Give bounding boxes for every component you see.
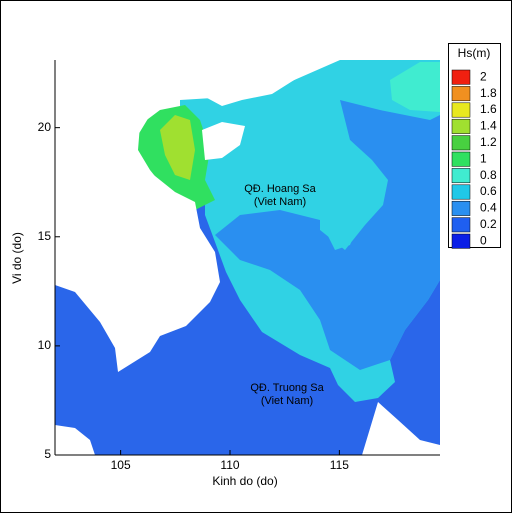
- colorbar-swatch: [451, 118, 471, 134]
- colorbar-swatch: [451, 200, 471, 216]
- field-cyan-core: [320, 140, 388, 250]
- colorbar-label: 1.2: [480, 135, 497, 149]
- y-tick-label: 5: [44, 447, 51, 461]
- field-ne: [390, 62, 440, 112]
- colorbar-swatch: [451, 233, 471, 249]
- x-tick-label: 115: [330, 458, 349, 472]
- y-tick-label: 10: [38, 338, 52, 352]
- y-tick-label: 20: [38, 120, 52, 134]
- colorbar-label: 0: [480, 233, 487, 247]
- annotation: QĐ. Hoang Sa: [244, 183, 316, 195]
- colorbar-swatch: [451, 69, 471, 85]
- y-tick-label: 15: [38, 229, 52, 243]
- field-peak: [160, 115, 195, 180]
- colorbar-swatch: [451, 135, 471, 151]
- land-hainan: [202, 122, 245, 160]
- colorbar-swatch: [451, 151, 471, 167]
- axes: [54, 60, 440, 456]
- y-axis-label: Vi do (do): [10, 232, 24, 284]
- land-borneo: [362, 402, 440, 455]
- colorbar-title: Hs(m): [458, 46, 491, 60]
- x-axis-label: Kinh do (do): [212, 474, 277, 488]
- wave-field: [55, 60, 440, 455]
- colorbar-label: 2: [480, 69, 487, 83]
- annotation: QĐ. Truong Sa: [250, 382, 324, 394]
- colorbar-label: 1.8: [480, 86, 497, 100]
- annotation: (Viet Nam): [254, 196, 306, 208]
- colorbar-label: 1.6: [480, 102, 497, 116]
- colorbar-swatch: [451, 217, 471, 233]
- colorbar-label: 1: [480, 151, 487, 165]
- annotation: (Viet Nam): [261, 395, 313, 407]
- x-tick-label: 110: [220, 458, 239, 472]
- colorbar-label: 0.4: [480, 201, 497, 215]
- colorbar-swatch: [451, 102, 471, 118]
- x-tick-label: 105: [111, 458, 131, 472]
- colorbar-swatch: [451, 168, 471, 184]
- colorbar-label: 0.6: [480, 184, 497, 198]
- colorbar-label: 0.8: [480, 168, 497, 182]
- colorbar-swatch: [451, 184, 471, 200]
- land-vietnam: [55, 60, 322, 372]
- colorbar-label: 1.4: [480, 119, 497, 133]
- colorbar-swatch: [451, 86, 471, 102]
- land-sw: [55, 425, 95, 455]
- colorbar-label: 0.2: [480, 217, 497, 231]
